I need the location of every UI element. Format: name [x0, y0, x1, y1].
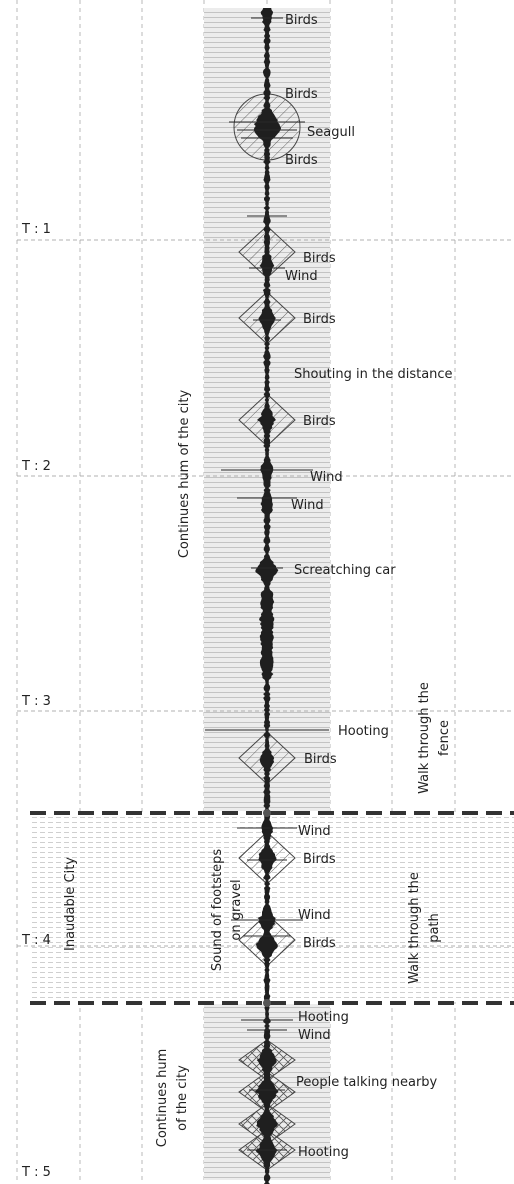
fence-label: Walk through the fence: [417, 682, 452, 794]
event-label: Birds: [285, 153, 318, 168]
time-marker-5: T : 5: [21, 1165, 51, 1180]
time-marker-2: T : 2: [21, 459, 51, 474]
event-label: Shouting in the distance: [294, 367, 453, 382]
path-label-line-1: Walk through the: [407, 872, 422, 984]
event-label: Birds: [285, 13, 318, 28]
inaudible-city-label: Inaudable City: [63, 857, 78, 951]
event-label: Hooting: [298, 1145, 349, 1160]
footsteps-label-line-2: on gravel: [229, 879, 244, 940]
time-marker-1: T : 1: [21, 222, 51, 237]
hum-top-label: Continues hum of the city: [177, 390, 192, 559]
event-labels: Birds Birds Seagull Birds Birds Wind Bir…: [285, 13, 453, 1160]
waveform-spikes: [205, 17, 329, 1151]
event-label: Birds: [304, 752, 337, 767]
fence-label-line-2: fence: [437, 720, 452, 756]
event-label: Hooting: [338, 724, 389, 739]
event-label: Birds: [285, 87, 318, 102]
event-shapes: [233, 93, 301, 1171]
time-marker-4: T : 4: [21, 933, 51, 948]
event-label: Birds: [303, 936, 336, 951]
event-label: Birds: [303, 312, 336, 327]
fence-label-line-1: Walk through the: [417, 682, 432, 794]
waveform-nodes: [263, 809, 271, 1007]
event-label: Wind: [285, 269, 318, 284]
footsteps-label-line-1: Sound of footsteps: [210, 849, 225, 971]
audio-waveform: [253, 8, 282, 1184]
event-label: Hooting: [298, 1010, 349, 1025]
hum-bottom-label: Continues hum of the city: [155, 1049, 190, 1148]
event-label: Wind: [291, 498, 324, 513]
path-label: Walk through the path: [407, 872, 442, 984]
event-label: Wind: [310, 470, 343, 485]
event-label: Wind: [298, 824, 331, 839]
event-label: Seagull: [307, 125, 355, 140]
hum-bottom-label-line-2: of the city: [175, 1065, 190, 1131]
event-label: Birds: [303, 414, 336, 429]
event-label: Birds: [303, 852, 336, 867]
event-label: Screatching car: [294, 563, 396, 578]
event-label: People talking nearby: [296, 1075, 438, 1090]
hum-bottom-label-line-1: Continues hum: [155, 1049, 170, 1148]
waveform-node: [263, 999, 271, 1007]
time-marker-3: T : 3: [21, 694, 51, 709]
path-label-line-2: path: [427, 913, 442, 943]
event-label: Wind: [298, 908, 331, 923]
time-marker-labels: T : 1 T : 2 T : 3 T : 4 T : 5: [21, 222, 51, 1180]
event-label: Wind: [298, 1028, 331, 1043]
waveform-node: [263, 809, 271, 817]
event-label: Birds: [303, 251, 336, 266]
footsteps-label: Sound of footsteps on gravel: [210, 849, 244, 971]
